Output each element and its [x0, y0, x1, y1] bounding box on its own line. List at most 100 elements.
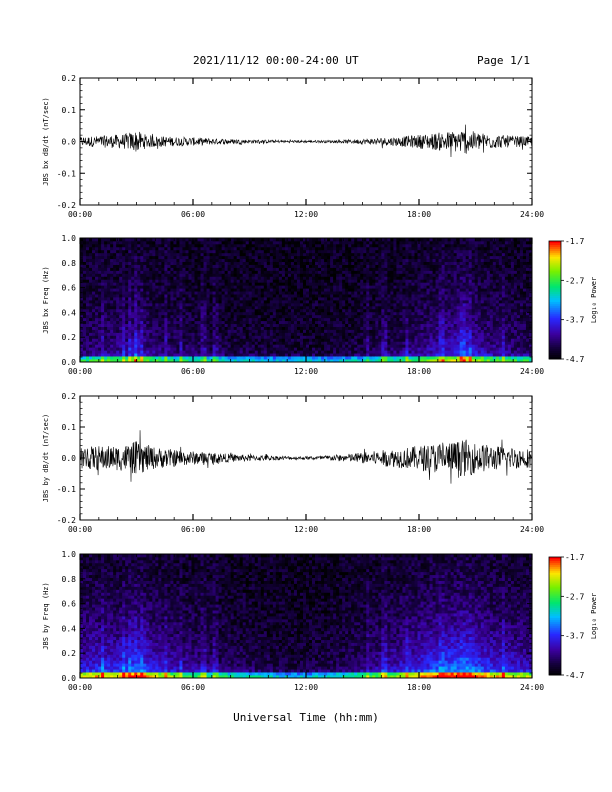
spectrogram-cell — [281, 285, 286, 289]
spectrogram-cell — [107, 305, 111, 310]
spectrogram-cell — [200, 249, 204, 254]
spectrogram-cell — [302, 344, 307, 348]
spectrogram-cell — [390, 285, 394, 289]
spectrogram-cell — [387, 317, 391, 322]
spectrogram-cell — [176, 314, 180, 319]
spectrogram-cell — [140, 317, 144, 322]
spectrogram-cell — [275, 326, 280, 330]
spectrogram-cell — [149, 359, 153, 363]
spectrogram-cell — [212, 305, 216, 310]
spectrogram-cell — [161, 294, 165, 298]
spectrogram-cell — [98, 282, 102, 286]
spectrogram-cell — [345, 326, 349, 330]
spectrogram-cell — [342, 338, 346, 342]
spectrogram-cell — [281, 276, 286, 280]
spectrogram-cell — [80, 332, 84, 336]
spectrogram-cell — [423, 267, 427, 271]
spectrogram-cell — [351, 273, 355, 277]
spectrogram-cell — [179, 305, 183, 310]
spectrogram-cell — [140, 264, 144, 268]
spectrogram-cell — [116, 341, 120, 345]
spectrogram-cell — [336, 353, 340, 357]
spectrogram-cell — [411, 264, 415, 268]
spectrogram-cell — [140, 338, 144, 342]
spectrogram-cell — [110, 320, 114, 325]
spectrogram-cell — [161, 246, 165, 251]
spectrogram-cell — [236, 276, 241, 280]
spectrogram-cell — [161, 314, 165, 319]
spectrogram-cell — [293, 314, 298, 319]
spectrogram-cell — [224, 273, 229, 277]
spectrogram-cell — [360, 335, 364, 339]
spectrogram-cell — [98, 246, 102, 251]
spectrogram-cell — [215, 264, 220, 268]
spectrogram-cell — [116, 350, 120, 354]
spectrogram-cell — [266, 264, 271, 268]
spectrogram-cell — [302, 270, 307, 274]
spectrogram-cell — [372, 291, 376, 295]
spectrogram-cell — [357, 291, 361, 295]
spectrogram-cell — [287, 249, 292, 254]
spectrogram-cell — [107, 323, 111, 327]
spectrogram-cell — [399, 261, 403, 265]
spectrogram-cell — [239, 270, 244, 274]
spectrogram-cell — [312, 252, 316, 257]
spectrogram-cell — [302, 359, 307, 363]
spectrogram-cell — [188, 270, 192, 274]
spectrogram-cell — [170, 246, 174, 251]
spectrogram-cell — [293, 341, 298, 345]
spectrogram-cell — [408, 305, 412, 310]
spectrogram-cell — [167, 308, 171, 313]
spectrogram-cell — [113, 258, 117, 263]
spectrogram-cell — [330, 305, 334, 310]
spectrogram-cell — [146, 246, 150, 251]
spectrogram-cell — [116, 288, 120, 292]
spectrogram-cell — [89, 335, 93, 339]
spectrogram-cell — [287, 308, 292, 313]
spectrogram-cell — [402, 252, 406, 257]
spectrogram-cell — [336, 291, 340, 295]
spectrogram-cell — [158, 273, 162, 277]
spectrogram-cell — [390, 320, 394, 325]
spectrogram-cell — [137, 258, 141, 263]
spectrogram-cell — [92, 252, 96, 257]
spectrogram-cell — [287, 344, 292, 348]
spectrogram-cell — [417, 297, 421, 301]
spectrogram-cell — [260, 305, 265, 310]
spectrogram-cell — [254, 323, 259, 327]
spectrogram-cell — [233, 255, 238, 260]
spectrogram-cell — [179, 264, 183, 268]
spectrogram-cell — [411, 311, 415, 316]
spectrogram-cell — [345, 264, 349, 268]
spectrogram-cell — [296, 294, 301, 298]
spectrogram-cell — [363, 294, 367, 298]
spectrogram-cell — [209, 252, 213, 257]
spectrogram-cell — [242, 240, 247, 245]
spectrogram-cell — [306, 305, 310, 310]
spectrogram-cell — [227, 285, 232, 289]
spectrogram-cell — [182, 273, 186, 277]
spectrogram-cell — [372, 329, 376, 333]
spectrogram-cell — [312, 320, 316, 325]
spectrogram-cell — [390, 350, 394, 354]
spectrogram-cell — [155, 288, 159, 292]
spectrogram-cell — [429, 356, 433, 360]
spectrogram-cell — [384, 300, 388, 304]
spectrogram-cell — [128, 350, 132, 354]
spectrogram-cell — [290, 338, 295, 342]
spectrogram-cell — [330, 308, 334, 313]
spectrogram-cell — [396, 338, 400, 342]
spectrogram-cell — [116, 273, 120, 277]
spectrogram-cell — [396, 320, 400, 325]
spectrogram-cell — [269, 238, 274, 242]
spectrogram-cell — [197, 323, 201, 327]
spectrogram-cell — [194, 320, 198, 325]
spectrogram-cell — [188, 240, 192, 245]
spectrogram-cell — [194, 314, 198, 319]
spectrogram-cell — [327, 344, 331, 348]
spectrogram-cell — [188, 261, 192, 265]
spectrogram-cell — [278, 359, 283, 363]
spectrogram-cell — [357, 311, 361, 316]
spectrogram-cell — [269, 282, 274, 286]
spectrogram-cell — [239, 264, 244, 268]
